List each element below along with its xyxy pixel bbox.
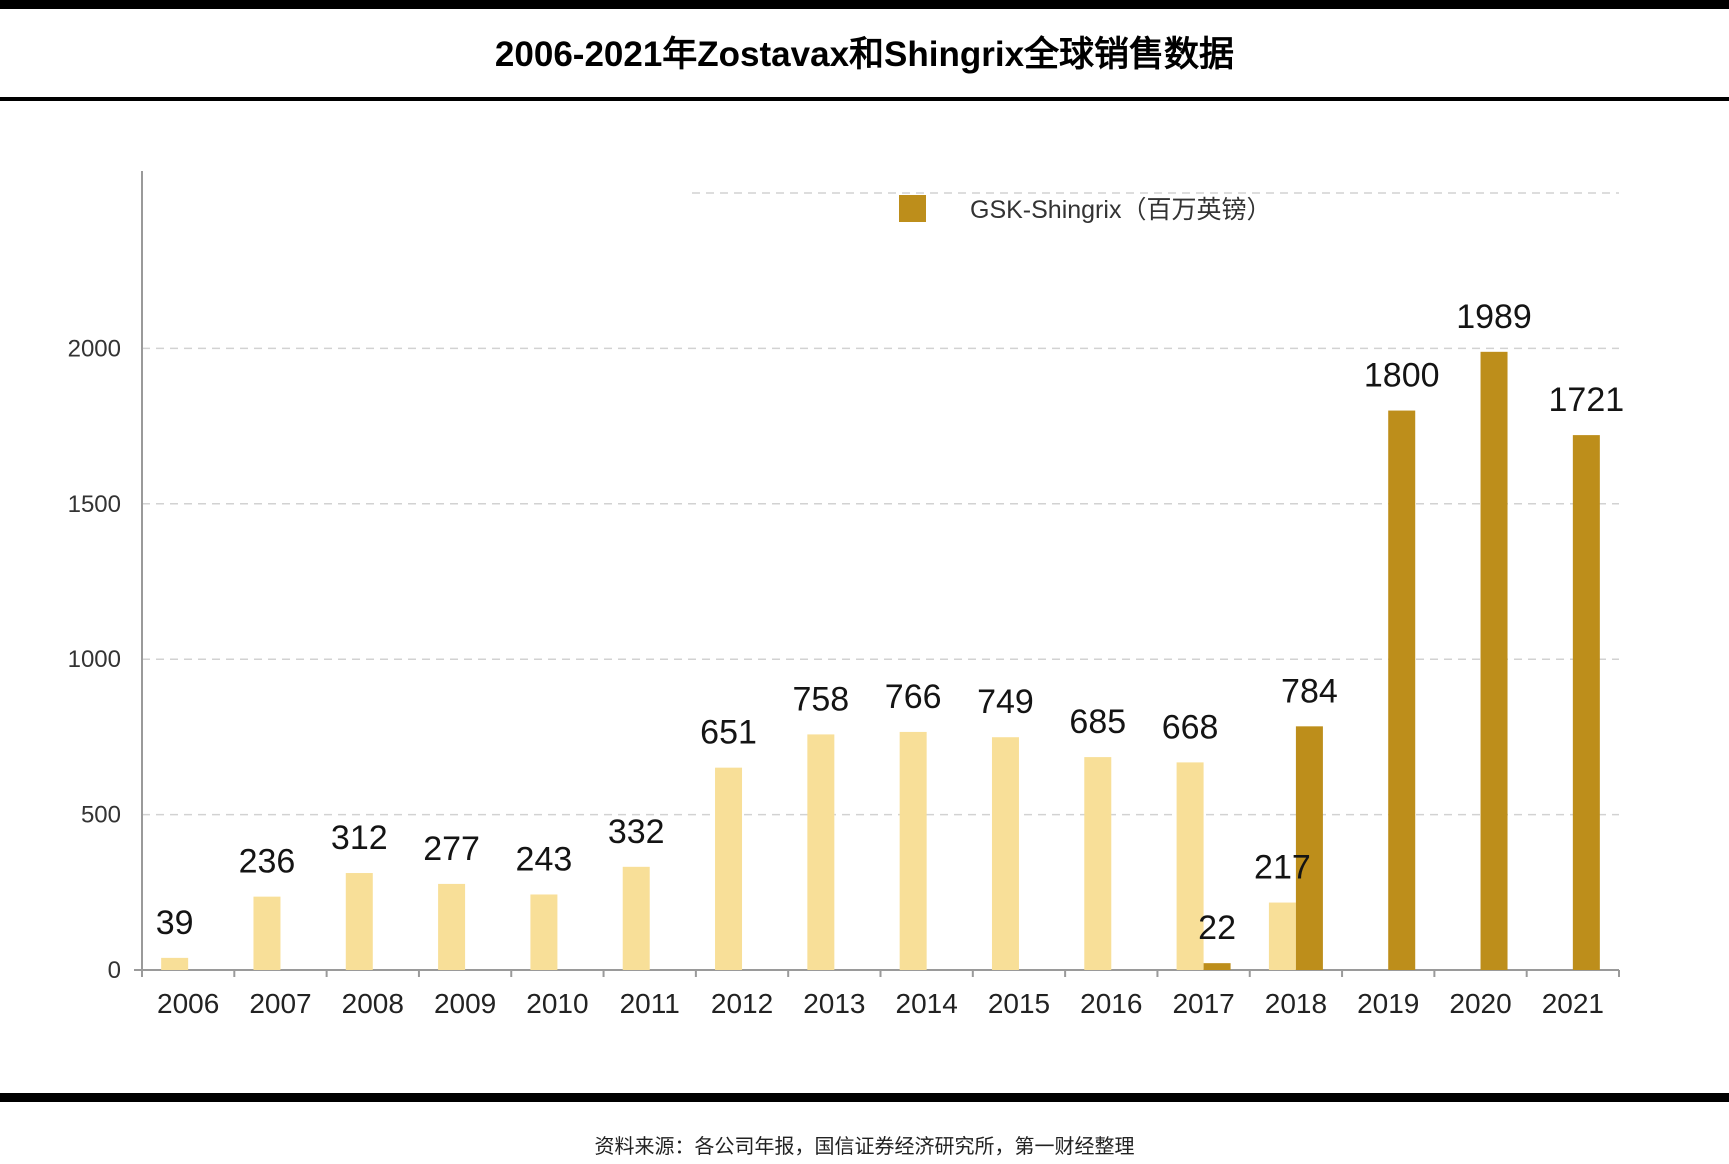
- y-tick-label-500: 500: [81, 802, 121, 829]
- x-tick-label-2006: 2006: [157, 988, 219, 1019]
- x-tick-label-2015: 2015: [988, 988, 1050, 1019]
- x-tick-label-2012: 2012: [711, 988, 773, 1019]
- x-tick-label-2019: 2019: [1357, 988, 1419, 1019]
- x-tick-label-2013: 2013: [803, 988, 865, 1019]
- bar-series1-2013: [807, 734, 835, 970]
- data-label-series1-2012: 651: [700, 714, 757, 752]
- bar-series1-2008: [345, 873, 373, 970]
- data-label-series1-2015: 749: [977, 683, 1034, 721]
- data-label-series1-2007: 236: [239, 843, 296, 881]
- y-tick-label-0: 0: [108, 957, 121, 984]
- data-label-series1-2017: 668: [1162, 708, 1219, 746]
- legend: GSK-Shingrix（百万英镑）: [899, 195, 1271, 224]
- x-tick-label-2018: 2018: [1265, 988, 1327, 1019]
- bar-series1-2016: [1084, 757, 1112, 970]
- legend-swatch-shingrix: [899, 195, 926, 222]
- data-label-series1-2008: 312: [331, 819, 388, 857]
- bar-shingrix-2021: [1572, 435, 1600, 971]
- legend-label-shingrix: GSK-Shingrix（百万英镑）: [970, 196, 1271, 224]
- chart-title: 2006-2021年Zostavax和Shingrix全球销售数据: [494, 35, 1235, 74]
- bar-series1-2012: [715, 767, 743, 970]
- y-tick-label-1000: 1000: [68, 646, 121, 673]
- data-label-series1-2014: 766: [885, 678, 942, 716]
- data-label-shingrix-2018: 784: [1281, 672, 1338, 710]
- data-label-shingrix-2020: 1989: [1456, 298, 1532, 336]
- x-tick-label-2021: 2021: [1542, 988, 1604, 1019]
- y-tick-label-2000: 2000: [68, 335, 121, 362]
- x-tick-label-2020: 2020: [1449, 988, 1511, 1019]
- bar-series1-2014: [899, 731, 927, 970]
- bar-series1-2015: [991, 737, 1019, 970]
- data-label-shingrix-2019: 1800: [1364, 357, 1440, 395]
- bar-series1-2017: [1176, 762, 1204, 970]
- bar-shingrix-2020: [1480, 351, 1508, 970]
- bar-series1-2018: [1268, 902, 1296, 970]
- bar-series1-2010: [530, 894, 558, 970]
- x-tick-label-2011: 2011: [620, 988, 680, 1019]
- data-label-series1-2010: 243: [516, 840, 573, 878]
- y-tick-label-1500: 1500: [68, 491, 121, 518]
- title-rule: [0, 97, 1729, 101]
- data-label-shingrix-2017: 22: [1198, 909, 1236, 947]
- bar-series1-2009: [438, 883, 466, 970]
- x-tick-label-2007: 2007: [249, 988, 311, 1019]
- data-label-series1-2013: 758: [792, 680, 849, 718]
- top-rule: [0, 0, 1729, 9]
- bar-chart: GSK-Shingrix（百万英镑） 39 236 312 277 243 332 651 7…: [68, 171, 1625, 1019]
- data-label-series1-2018: 217: [1254, 849, 1311, 887]
- data-label-series1-2009: 277: [423, 830, 480, 868]
- x-tick-label-2008: 2008: [342, 988, 404, 1019]
- data-label-series1-2016: 685: [1069, 703, 1126, 741]
- source-note: 资料来源：各公司年报，国信证券经济研究所，第一财经整理: [594, 1136, 1135, 1158]
- x-tick-label-2017: 2017: [1172, 988, 1234, 1019]
- bar-series1-2006: [161, 957, 189, 970]
- bar-shingrix-2017: [1203, 963, 1231, 970]
- x-tick-label-2009: 2009: [434, 988, 496, 1019]
- data-label-shingrix-2021: 1721: [1549, 381, 1625, 419]
- x-tick-label-2016: 2016: [1080, 988, 1142, 1019]
- x-tick-label-2010: 2010: [526, 988, 588, 1019]
- bar-shingrix-2019: [1388, 410, 1416, 970]
- data-label-series1-2006: 39: [156, 904, 194, 942]
- bar-shingrix-2018: [1295, 726, 1323, 970]
- data-label-series1-2011: 332: [608, 813, 665, 851]
- bottom-rule: [0, 1093, 1729, 1102]
- bar-series1-2011: [622, 866, 650, 970]
- x-tick-label-2014: 2014: [896, 988, 958, 1019]
- bar-series1-2007: [253, 896, 281, 970]
